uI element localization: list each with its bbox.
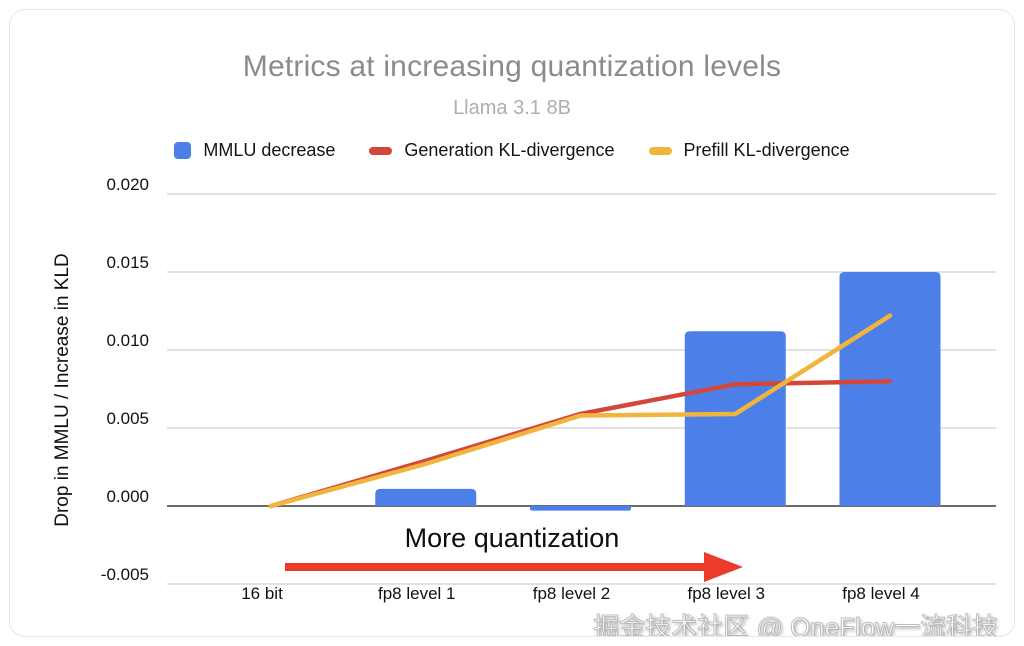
bar-mmlu-decrease [375, 488, 477, 506]
chart-subtitle: Llama 3.1 8B [453, 97, 571, 119]
y-tick-label: -0.005 [100, 565, 149, 584]
legend-item-mmlu-decrease: MMLU decrease [174, 140, 335, 161]
chart-card: Metrics at increasing quantization level… [9, 9, 1015, 637]
more-quantization-arrow-head [704, 552, 743, 582]
legend-label: Generation KL-divergence [404, 140, 615, 160]
x-axis-label: fp8 level 1 [378, 584, 456, 603]
legend: MMLU decrease Generation KL-divergence P… [10, 140, 1014, 161]
bar-mmlu-decrease [684, 331, 786, 506]
bar-mmlu-decrease [839, 272, 941, 506]
legend-item-prefill-kl-divergence: Prefill KL-divergence [648, 140, 850, 161]
y-axis-title: Drop in MMLU / Increase in KLD [52, 253, 73, 527]
legend-label: MMLU decrease [203, 140, 336, 160]
y-tick-label: 0.010 [106, 331, 149, 350]
bar-swatch-icon [174, 142, 192, 159]
legend-label: Prefill KL-divergence [683, 140, 850, 160]
line-swatch-icon [369, 146, 393, 155]
line-prefill-kl-divergence [268, 313, 893, 509]
x-axis-label: fp8 level 2 [532, 584, 611, 603]
y-tick-label: 0.005 [106, 409, 149, 428]
more-quantization-annotation: More quantization [404, 523, 620, 553]
chart-title: Metrics at increasing quantization level… [242, 50, 782, 83]
line-swatch-icon [648, 146, 672, 155]
legend-item-generation-kl-divergence: Generation KL-divergence [369, 140, 615, 161]
watermark: 掘金技术社区 @ OneFlow一流科技 [593, 612, 999, 637]
y-tick-label: 0.015 [106, 253, 149, 272]
x-axis-label: fp8 level 4 [842, 584, 920, 603]
x-axis-label: 16 bit [241, 584, 283, 603]
y-tick-label: 0.020 [106, 175, 149, 194]
x-axis-label: fp8 level 3 [687, 584, 766, 603]
y-tick-label: 0.000 [106, 487, 149, 506]
line-generation-kl-divergence [268, 378, 893, 509]
bar-mmlu-decrease [530, 506, 631, 511]
